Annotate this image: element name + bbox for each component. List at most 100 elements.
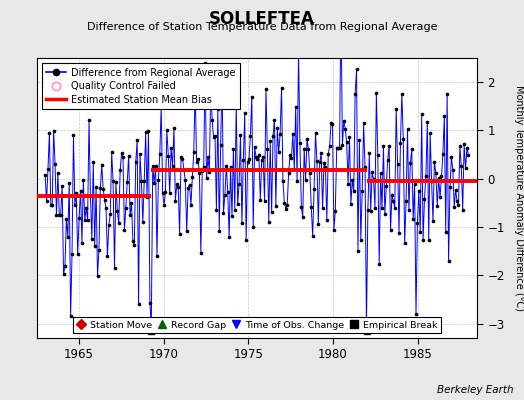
Point	[187, 202, 195, 208]
Point	[341, 125, 350, 132]
Point	[63, 234, 72, 240]
Point	[422, 172, 430, 179]
Point	[139, 219, 147, 225]
Point	[115, 220, 123, 226]
Point	[359, 120, 368, 126]
Point	[79, 177, 88, 183]
Point	[403, 126, 412, 132]
Point	[96, 184, 105, 191]
Point	[221, 192, 229, 198]
Point	[116, 167, 124, 174]
Point	[365, 150, 374, 156]
Point	[299, 213, 307, 220]
Point	[464, 152, 473, 158]
Point	[260, 198, 269, 204]
Text: SOLLEFTEA: SOLLEFTEA	[209, 10, 315, 28]
Point	[88, 236, 96, 242]
Point	[161, 189, 170, 195]
Point	[253, 156, 261, 162]
Point	[92, 184, 100, 190]
Point	[177, 154, 185, 160]
Point	[215, 228, 223, 234]
Point	[132, 159, 140, 166]
Point	[321, 164, 330, 171]
Point	[358, 187, 366, 194]
Text: Berkeley Earth: Berkeley Earth	[437, 385, 514, 395]
Point	[105, 222, 113, 228]
Point	[452, 186, 460, 193]
Point	[72, 190, 81, 196]
Point	[450, 204, 458, 210]
Point	[386, 227, 395, 234]
Point	[418, 111, 426, 117]
Point	[224, 189, 232, 195]
Point	[178, 156, 187, 162]
Point	[389, 197, 398, 204]
Point	[453, 198, 461, 204]
Point	[273, 125, 281, 131]
Point	[123, 179, 132, 185]
Point	[355, 137, 364, 143]
Point	[276, 131, 285, 138]
Point	[301, 176, 310, 183]
Point	[151, 163, 160, 169]
Point	[44, 166, 52, 172]
Point	[62, 216, 71, 222]
Point	[379, 143, 388, 149]
Point	[277, 84, 286, 91]
Point	[344, 180, 352, 187]
Point	[246, 133, 255, 139]
Point	[119, 154, 127, 160]
Point	[164, 152, 172, 159]
Point	[303, 136, 311, 142]
Point	[77, 188, 85, 194]
Point	[432, 170, 440, 176]
Point	[434, 175, 443, 182]
Point	[195, 170, 204, 176]
Point	[348, 177, 356, 184]
Point	[181, 177, 190, 183]
Point	[374, 152, 382, 158]
Point	[109, 178, 117, 185]
Point	[167, 144, 176, 151]
Point	[279, 178, 287, 184]
Point	[157, 102, 166, 109]
Point	[438, 173, 446, 180]
Point	[83, 217, 92, 224]
Point	[382, 183, 390, 189]
Point	[192, 159, 201, 166]
Point	[280, 200, 289, 206]
Point	[366, 208, 375, 214]
Point	[350, 188, 358, 194]
Point	[392, 106, 400, 112]
Point	[426, 130, 434, 136]
Point	[111, 265, 119, 271]
Point	[345, 134, 354, 140]
Point	[250, 144, 259, 150]
Point	[232, 100, 241, 106]
Point	[290, 166, 299, 173]
Point	[351, 91, 359, 98]
Point	[440, 113, 449, 119]
Point	[42, 198, 51, 204]
Point	[226, 164, 235, 170]
Point	[400, 240, 409, 247]
Point	[396, 140, 405, 147]
Point	[324, 151, 332, 158]
Point	[147, 323, 156, 329]
Point	[170, 125, 178, 131]
Point	[340, 118, 348, 124]
Point	[172, 181, 181, 188]
Point	[89, 159, 97, 165]
Point	[99, 185, 107, 192]
Point	[146, 300, 154, 306]
Point	[162, 127, 171, 134]
Point	[48, 202, 57, 208]
Point	[222, 162, 231, 169]
Point	[45, 130, 53, 136]
Point	[129, 238, 137, 244]
Point	[414, 188, 423, 195]
Point	[202, 175, 211, 182]
Point	[41, 172, 49, 178]
Point	[218, 72, 226, 78]
